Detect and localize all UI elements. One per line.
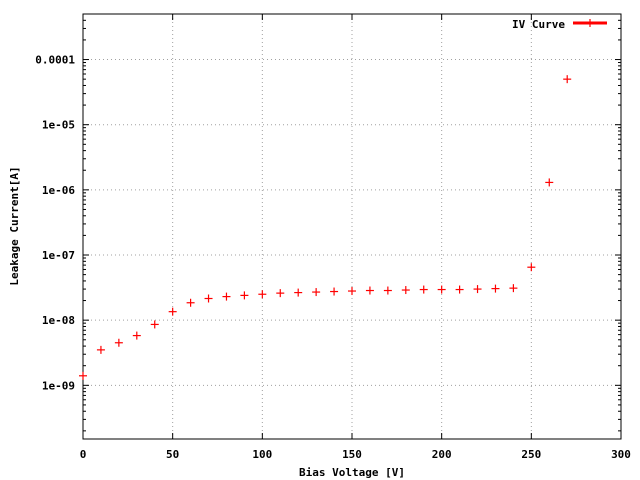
data-point [545,178,554,187]
data-point [455,285,464,294]
data-point [79,371,87,380]
data-point [365,286,374,295]
data-point [204,294,213,303]
grid-lines [83,14,621,439]
data-point [563,75,572,84]
data-point [473,285,482,294]
y-tick-label: 1e-09 [42,379,75,392]
data-point [222,292,231,301]
data-point [527,263,536,272]
y-tick-label: 1e-05 [42,119,75,132]
legend: IV Curve [512,18,607,31]
data-point [294,288,303,297]
y-axis-label: Leakage Current[A] [8,166,21,285]
data-point [348,287,356,296]
x-axis-label: Bias Voltage [V] [299,466,405,479]
x-tick-label: 50 [166,448,179,461]
y-tick-label: 1e-08 [42,314,75,327]
data-point [96,345,105,354]
y-tick-label: 1e-06 [42,184,75,197]
data-point [437,285,446,294]
x-tick-label: 0 [80,448,87,461]
x-tick-label: 200 [432,448,452,461]
legend-label: IV Curve [512,18,565,31]
data-point [419,285,428,294]
data-point [491,284,500,293]
data-point [168,307,177,316]
data-point [276,289,285,298]
axis-ticks [82,13,622,439]
x-tick-label: 300 [611,448,631,461]
x-tick-label: 100 [252,448,272,461]
data-point [114,338,123,347]
data-point [383,286,392,295]
y-tick-label: 1e-07 [42,249,75,262]
data-point [509,284,518,293]
data-point [132,331,141,340]
data-point [258,290,267,299]
data-point [186,298,195,307]
y-tick-label: 0.0001 [35,54,75,67]
data-point [330,287,339,296]
data-point [401,286,410,295]
data-points [79,75,572,380]
tick-labels: 0 50 100 150 200 250 300 1e-09 1e-08 1e-07 1e-06 1e… [35,54,631,461]
data-point [150,320,159,329]
x-tick-label: 250 [521,448,541,461]
legend-marker [586,19,594,27]
x-tick-label: 150 [342,448,362,461]
data-point [312,288,321,297]
data-point [240,291,249,300]
